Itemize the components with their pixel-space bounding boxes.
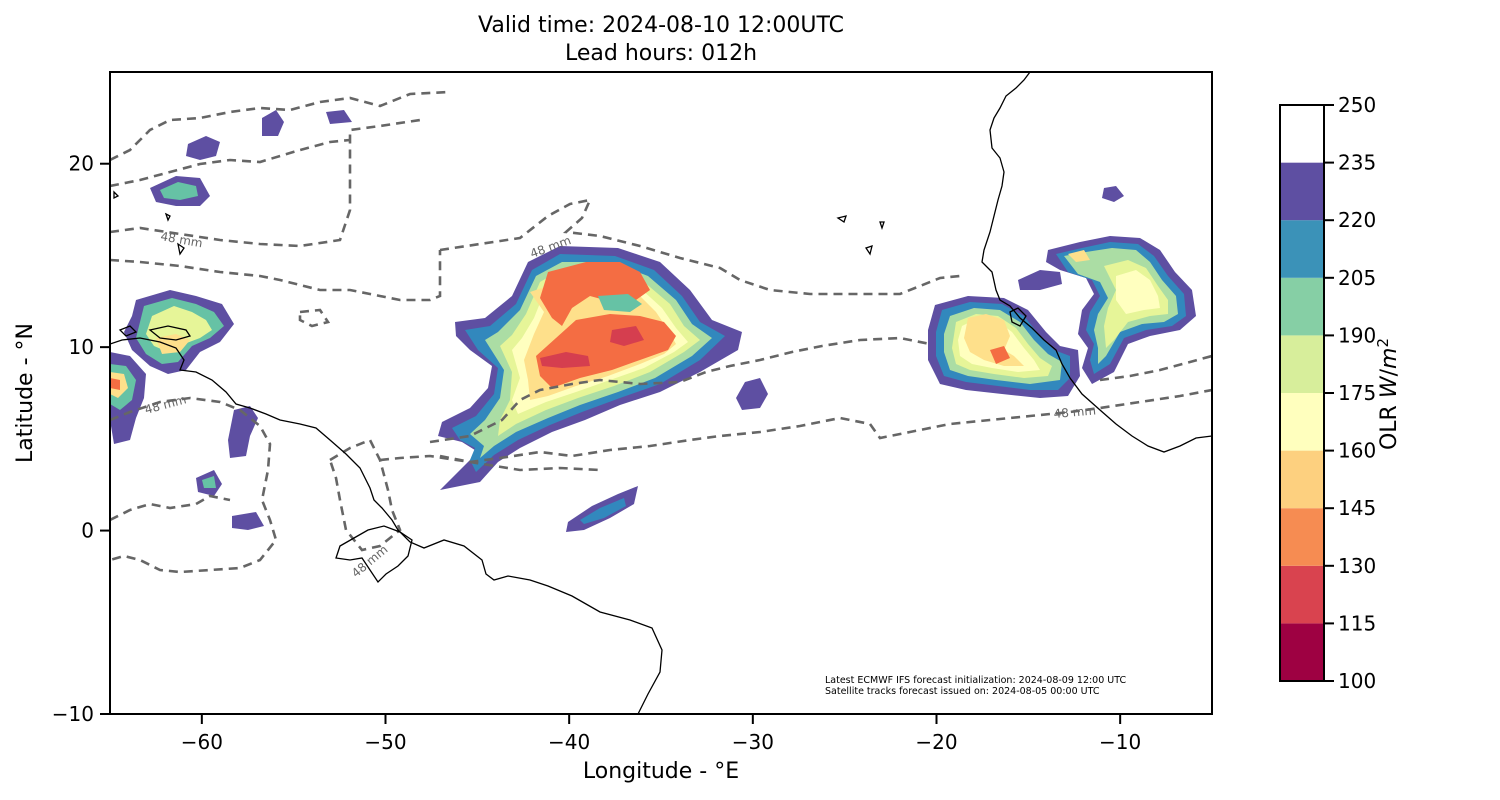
coastlines <box>110 72 1212 714</box>
map-area: 48 mm 48 mm 48 mm 48 mm 48 mm <box>110 72 1212 714</box>
colorbar-band <box>1280 220 1324 278</box>
x-tick-label: −60 <box>181 730 223 754</box>
x-tick-label: −20 <box>915 730 957 754</box>
colorbar-tick-label: 115 <box>1338 611 1376 635</box>
colorbar-tick-label: 130 <box>1338 554 1376 578</box>
footnote-line2: Satellite tracks forecast issued on: 202… <box>825 686 1100 697</box>
x-axis-ticks: −60 −50 −40 −30 −20 −10 <box>181 714 1141 754</box>
contour-label-4: 48 mm <box>143 392 188 417</box>
x-tick-label: −30 <box>732 730 774 754</box>
colorbar-band <box>1280 565 1324 624</box>
colorbar-band <box>1280 335 1324 393</box>
y-tick-label: 10 <box>69 335 94 359</box>
colorbar-tick-label: 160 <box>1338 439 1376 463</box>
y-tick-label: −10 <box>52 702 94 726</box>
y-tick-label: 20 <box>69 152 94 176</box>
forecast-footnote: Latest ECMWF IFS forecast initialization… <box>825 675 1126 697</box>
olr-west-africa-inland-system <box>1018 186 1196 384</box>
y-tick-label: 0 <box>81 519 94 543</box>
colorbar: 100 115 130 145 160 175 190 205 220 235 250 <box>1279 93 1376 693</box>
colorbar-band <box>1280 162 1324 221</box>
colorbar-tick-label: 190 <box>1338 323 1376 347</box>
colorbar-tick-label: 145 <box>1338 496 1376 520</box>
precip-48mm-contours <box>110 90 1212 574</box>
plot-frame <box>109 71 1213 715</box>
x-axis-label: Longitude - °E <box>583 759 739 784</box>
chart-title-line2: Lead hours: 012h <box>564 41 758 66</box>
olr-west-africa-coast-system <box>928 296 1080 398</box>
colorbar-band <box>1280 508 1324 566</box>
colorbar-band <box>1280 393 1324 451</box>
colorbar-band <box>1280 105 1324 163</box>
olr-central-atlantic-system <box>438 246 768 532</box>
colorbar-band <box>1280 623 1324 681</box>
colorbar-tick-label: 205 <box>1338 266 1376 290</box>
y-axis-ticks: −10 0 10 20 <box>52 152 110 726</box>
colorbar-band <box>1280 450 1324 509</box>
contour-label-5: 48 mm <box>349 542 391 580</box>
contour-label-3: 48 mm <box>1053 403 1097 421</box>
x-tick-label: −50 <box>364 730 406 754</box>
x-tick-label: −10 <box>1099 730 1141 754</box>
colorbar-tick-label: 235 <box>1338 151 1376 175</box>
y-axis-label: Latitude - °N <box>13 323 38 463</box>
footnote-line1: Latest ECMWF IFS forecast initialization… <box>825 675 1127 686</box>
colorbar-label: OLR W/m2 <box>1374 338 1402 450</box>
colorbar-tick-label: 175 <box>1338 381 1376 405</box>
chart-title-line1: Valid time: 2024-08-10 12:00UTC <box>478 13 844 38</box>
x-tick-label: −40 <box>548 730 590 754</box>
colorbar-band <box>1280 277 1324 336</box>
colorbar-tick-label: 220 <box>1338 208 1376 232</box>
colorbar-tick-label: 100 <box>1338 669 1376 693</box>
olr-caribbean-systems <box>110 110 352 530</box>
colorbar-tick-label: 250 <box>1338 93 1376 117</box>
